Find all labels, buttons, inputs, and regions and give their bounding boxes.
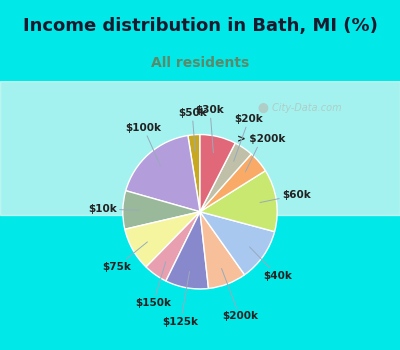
Wedge shape bbox=[166, 212, 208, 289]
Wedge shape bbox=[125, 212, 200, 267]
Wedge shape bbox=[200, 154, 265, 212]
Text: $150k: $150k bbox=[135, 262, 171, 308]
Text: $60k: $60k bbox=[260, 190, 311, 203]
Wedge shape bbox=[200, 134, 235, 212]
Wedge shape bbox=[200, 212, 244, 288]
Bar bbox=[0, 80, 400, 215]
Text: $20k: $20k bbox=[234, 114, 263, 161]
Wedge shape bbox=[123, 191, 200, 229]
Text: Income distribution in Bath, MI (%): Income distribution in Bath, MI (%) bbox=[22, 17, 378, 35]
Text: ⬤ City-Data.com: ⬤ City-Data.com bbox=[258, 102, 342, 113]
Text: All residents: All residents bbox=[151, 56, 249, 70]
Wedge shape bbox=[126, 135, 200, 212]
Wedge shape bbox=[200, 171, 277, 232]
Wedge shape bbox=[200, 212, 275, 275]
Text: $50k: $50k bbox=[178, 108, 206, 151]
Text: > $200k: > $200k bbox=[237, 134, 286, 172]
Wedge shape bbox=[200, 143, 251, 212]
Wedge shape bbox=[146, 212, 200, 281]
Text: $30k: $30k bbox=[196, 105, 224, 153]
Wedge shape bbox=[188, 134, 200, 212]
Text: $40k: $40k bbox=[250, 247, 292, 281]
Text: $125k: $125k bbox=[163, 272, 199, 327]
Text: $200k: $200k bbox=[222, 268, 258, 321]
Text: $75k: $75k bbox=[102, 242, 147, 272]
Text: $10k: $10k bbox=[88, 204, 139, 214]
Text: $100k: $100k bbox=[126, 123, 162, 166]
